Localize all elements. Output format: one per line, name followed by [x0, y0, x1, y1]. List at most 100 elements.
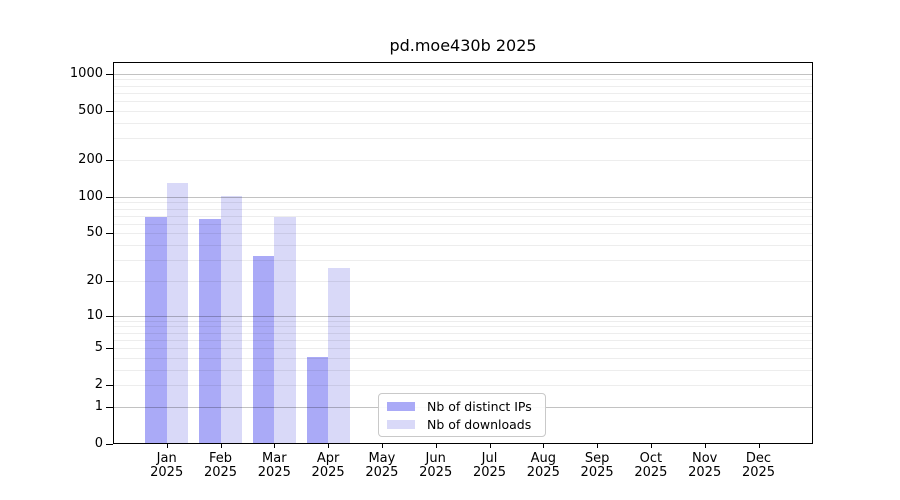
gridline-400: [114, 122, 812, 124]
y-tick-label-500: 500: [78, 102, 103, 118]
gridline-9: [114, 320, 812, 322]
gridline-3: [114, 369, 812, 371]
x-tick-month: Jan: [156, 451, 177, 466]
x-tick-may: [381, 444, 383, 448]
x-tick-label-apr: Apr 2025: [298, 452, 358, 480]
y-tick-20: [106, 280, 113, 282]
gridline-8: [114, 326, 812, 328]
y-tick-label-100: 100: [78, 188, 103, 204]
gridline-900: [114, 79, 812, 81]
y-tick-200: [106, 159, 113, 161]
x-tick-label-may: May 2025: [352, 452, 412, 480]
gridline-300: [114, 138, 812, 140]
x-tick-month: Nov: [692, 451, 718, 466]
y-tick-500: [106, 110, 113, 112]
x-tick-label-aug: Aug 2025: [513, 452, 573, 480]
x-tick-year: 2025: [472, 465, 507, 480]
gridline-60: [114, 223, 812, 225]
x-tick-month: Sep: [584, 451, 610, 466]
y-tick-100: [106, 196, 113, 198]
x-tick-jul: [489, 444, 491, 448]
x-tick-apr: [328, 444, 330, 448]
x-tick-feb: [220, 444, 222, 448]
x-tick-label-oct: Oct 2025: [621, 452, 681, 480]
y-tick-0: [106, 444, 113, 445]
x-tick-dec: [758, 444, 760, 448]
legend-swatch-downloads: [387, 419, 415, 429]
gridline-2: [114, 385, 812, 387]
bar-nb-of-downloads-feb: [220, 195, 242, 443]
bar-nb-of-distinct-ips-mar: [252, 255, 275, 443]
gridline-6: [114, 339, 812, 341]
x-tick-aug: [543, 444, 545, 448]
plot-area: [113, 62, 813, 444]
legend-label-downloads: Nb of downloads: [427, 416, 532, 432]
legend-label-distinct-ips: Nb of distinct IPs: [427, 398, 532, 414]
x-tick-month: May: [368, 451, 396, 466]
gridline-1000: [114, 73, 812, 75]
x-tick-label-feb: Feb 2025: [191, 452, 251, 480]
x-tick-month: Jul: [481, 451, 498, 466]
y-tick-1: [106, 406, 113, 408]
x-tick-jun: [435, 444, 437, 448]
x-tick-label-mar: Mar 2025: [244, 452, 304, 480]
y-tick-2: [106, 385, 113, 387]
y-tick-10: [106, 315, 113, 317]
legend: Nb of distinct IPs Nb of downloads: [378, 393, 546, 437]
y-tick-label-5: 5: [94, 340, 103, 355]
x-tick-year: 2025: [311, 465, 345, 480]
x-tick-label-nov: Nov 2025: [675, 452, 735, 480]
x-tick-mar: [274, 444, 276, 448]
gridline-5: [114, 348, 812, 349]
gridline-10: [114, 315, 812, 317]
x-tick-month: Aug: [530, 451, 556, 466]
gridline-4: [114, 357, 812, 359]
chart-title: pd.moe430b 2025: [389, 36, 537, 55]
gridline-600: [114, 101, 812, 102]
gridline-40: [114, 245, 812, 246]
y-tick-50: [106, 233, 113, 235]
x-tick-month: Feb: [208, 451, 233, 466]
y-tick-5: [106, 348, 113, 349]
y-tick-label-10: 10: [86, 307, 103, 323]
gridline-7: [114, 332, 812, 334]
x-tick-sep: [597, 444, 599, 448]
x-tick-month: Apr: [316, 451, 340, 466]
x-tick-year: 2025: [365, 465, 399, 480]
bar-nb-of-distinct-ips-apr: [306, 356, 329, 443]
x-tick-month: Jun: [425, 451, 446, 466]
gridline-200: [114, 159, 812, 161]
gridline-700: [114, 92, 812, 94]
gridline-100: [114, 196, 812, 198]
x-tick-oct: [650, 444, 652, 448]
gridline-50: [114, 233, 812, 235]
x-tick-month: Dec: [745, 451, 772, 466]
x-tick-month: Mar: [262, 451, 287, 466]
gridline-500: [114, 110, 812, 112]
x-tick-jan: [166, 444, 168, 448]
y-tick-label-1: 1: [94, 398, 103, 414]
x-tick-year: 2025: [257, 465, 291, 480]
y-tick-1000: [106, 73, 113, 75]
x-tick-label-jun: Jun 2025: [406, 452, 466, 480]
x-tick-year: 2025: [634, 465, 668, 480]
x-tick-label-sep: Sep 2025: [567, 452, 627, 480]
x-tick-year: 2025: [741, 465, 776, 480]
x-tick-year: 2025: [688, 465, 722, 480]
x-tick-month: Oct: [639, 451, 663, 466]
legend-swatch-distinct-ips: [387, 401, 415, 411]
y-tick-label-1000: 1000: [69, 65, 103, 81]
x-tick-year: 2025: [150, 465, 184, 480]
gridline-20: [114, 280, 812, 282]
x-tick-year: 2025: [526, 465, 560, 480]
gridline-30: [114, 259, 812, 261]
bar-nb-of-downloads-jan: [166, 182, 189, 443]
x-tick-label-jan: Jan 2025: [137, 452, 197, 480]
x-tick-year: 2025: [580, 465, 614, 480]
bar-nb-of-distinct-ips-feb: [199, 219, 221, 443]
gridline-70: [114, 215, 812, 217]
x-tick-year: 2025: [419, 465, 453, 480]
y-tick-label-50: 50: [86, 225, 103, 241]
y-tick-label-200: 200: [78, 151, 103, 167]
